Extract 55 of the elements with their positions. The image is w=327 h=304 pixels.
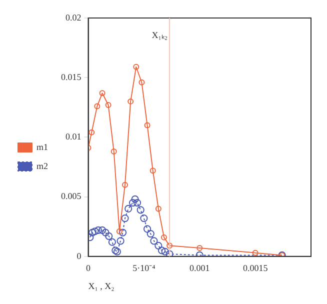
point — [99, 90, 106, 96]
point — [91, 228, 99, 236]
point — [121, 214, 129, 222]
point — [154, 242, 162, 250]
point — [94, 103, 100, 110]
point — [129, 198, 137, 207]
point — [110, 148, 117, 155]
point — [143, 225, 152, 233]
point — [133, 198, 142, 207]
y-tick-label: 0.015 — [61, 72, 82, 82]
point — [131, 195, 139, 203]
x-tick-label: 0 — [86, 263, 91, 274]
y-tick-label: 0.02 — [66, 12, 82, 22]
point — [105, 102, 112, 108]
point — [160, 234, 167, 240]
ref-line-label: X₁ₖ₂ — [152, 30, 168, 40]
x-axis-title: X₁ , X₂ — [88, 280, 114, 291]
point — [88, 129, 95, 136]
point — [88, 228, 96, 236]
point — [146, 230, 154, 238]
point — [140, 214, 148, 222]
x-tick-label: 0.0015 — [242, 263, 268, 274]
point — [124, 204, 132, 213]
legend-label: m2 — [36, 160, 48, 171]
point — [158, 246, 166, 254]
x-tick-label: 5·10⁻⁴ — [132, 263, 156, 274]
point — [161, 248, 169, 256]
point — [128, 98, 134, 104]
point — [102, 228, 110, 236]
point — [155, 206, 162, 212]
point — [133, 64, 140, 70]
point — [122, 182, 128, 188]
point — [196, 245, 203, 252]
point — [136, 206, 144, 214]
point — [116, 228, 122, 234]
point — [166, 242, 173, 249]
y-tick-label: 0.01 — [66, 132, 82, 142]
point — [113, 248, 122, 256]
point — [116, 237, 124, 245]
point — [150, 237, 158, 245]
y-tick-label: 0.005 — [61, 191, 82, 202]
point — [108, 238, 116, 246]
point — [112, 246, 120, 254]
point — [144, 122, 150, 128]
point — [94, 226, 102, 234]
point — [118, 228, 127, 236]
point — [105, 232, 113, 240]
point — [252, 250, 258, 256]
x-tick-label: 0.001 — [190, 263, 210, 274]
legend-label: m1 — [36, 142, 48, 152]
point — [98, 226, 106, 234]
point — [138, 79, 145, 86]
point — [150, 168, 156, 174]
y-tick-label: 0 — [76, 250, 82, 261]
point — [166, 250, 174, 256]
